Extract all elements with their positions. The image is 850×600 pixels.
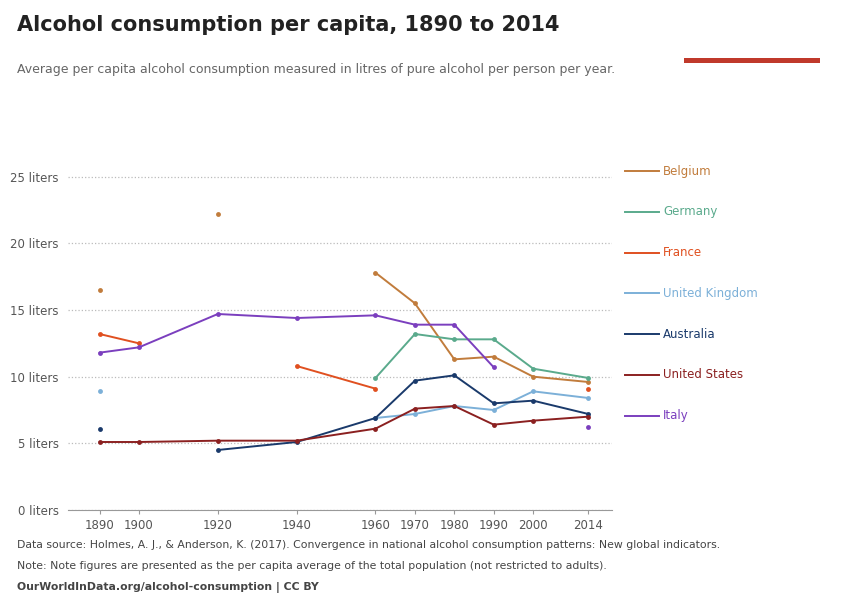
- Text: France: France: [663, 246, 702, 259]
- Text: Italy: Italy: [663, 409, 688, 422]
- Text: Data source: Holmes, A. J., & Anderson, K. (2017). Convergence in national alcoh: Data source: Holmes, A. J., & Anderson, …: [17, 540, 720, 550]
- Text: Average per capita alcohol consumption measured in litres of pure alcohol per pe: Average per capita alcohol consumption m…: [17, 63, 615, 76]
- Text: OurWorldInData.org/alcohol-consumption | CC BY: OurWorldInData.org/alcohol-consumption |…: [17, 582, 319, 593]
- Text: Our World: Our World: [721, 23, 784, 34]
- Bar: [684, 58, 820, 63]
- Text: Note: Note figures are presented as the per capita average of the total populati: Note: Note figures are presented as the …: [17, 561, 607, 571]
- Text: United Kingdom: United Kingdom: [663, 287, 757, 300]
- Text: in Data: in Data: [730, 43, 774, 53]
- Text: Alcohol consumption per capita, 1890 to 2014: Alcohol consumption per capita, 1890 to …: [17, 15, 559, 35]
- Text: United States: United States: [663, 368, 743, 382]
- Text: Australia: Australia: [663, 328, 716, 341]
- Text: Germany: Germany: [663, 205, 717, 218]
- Text: Belgium: Belgium: [663, 164, 711, 178]
